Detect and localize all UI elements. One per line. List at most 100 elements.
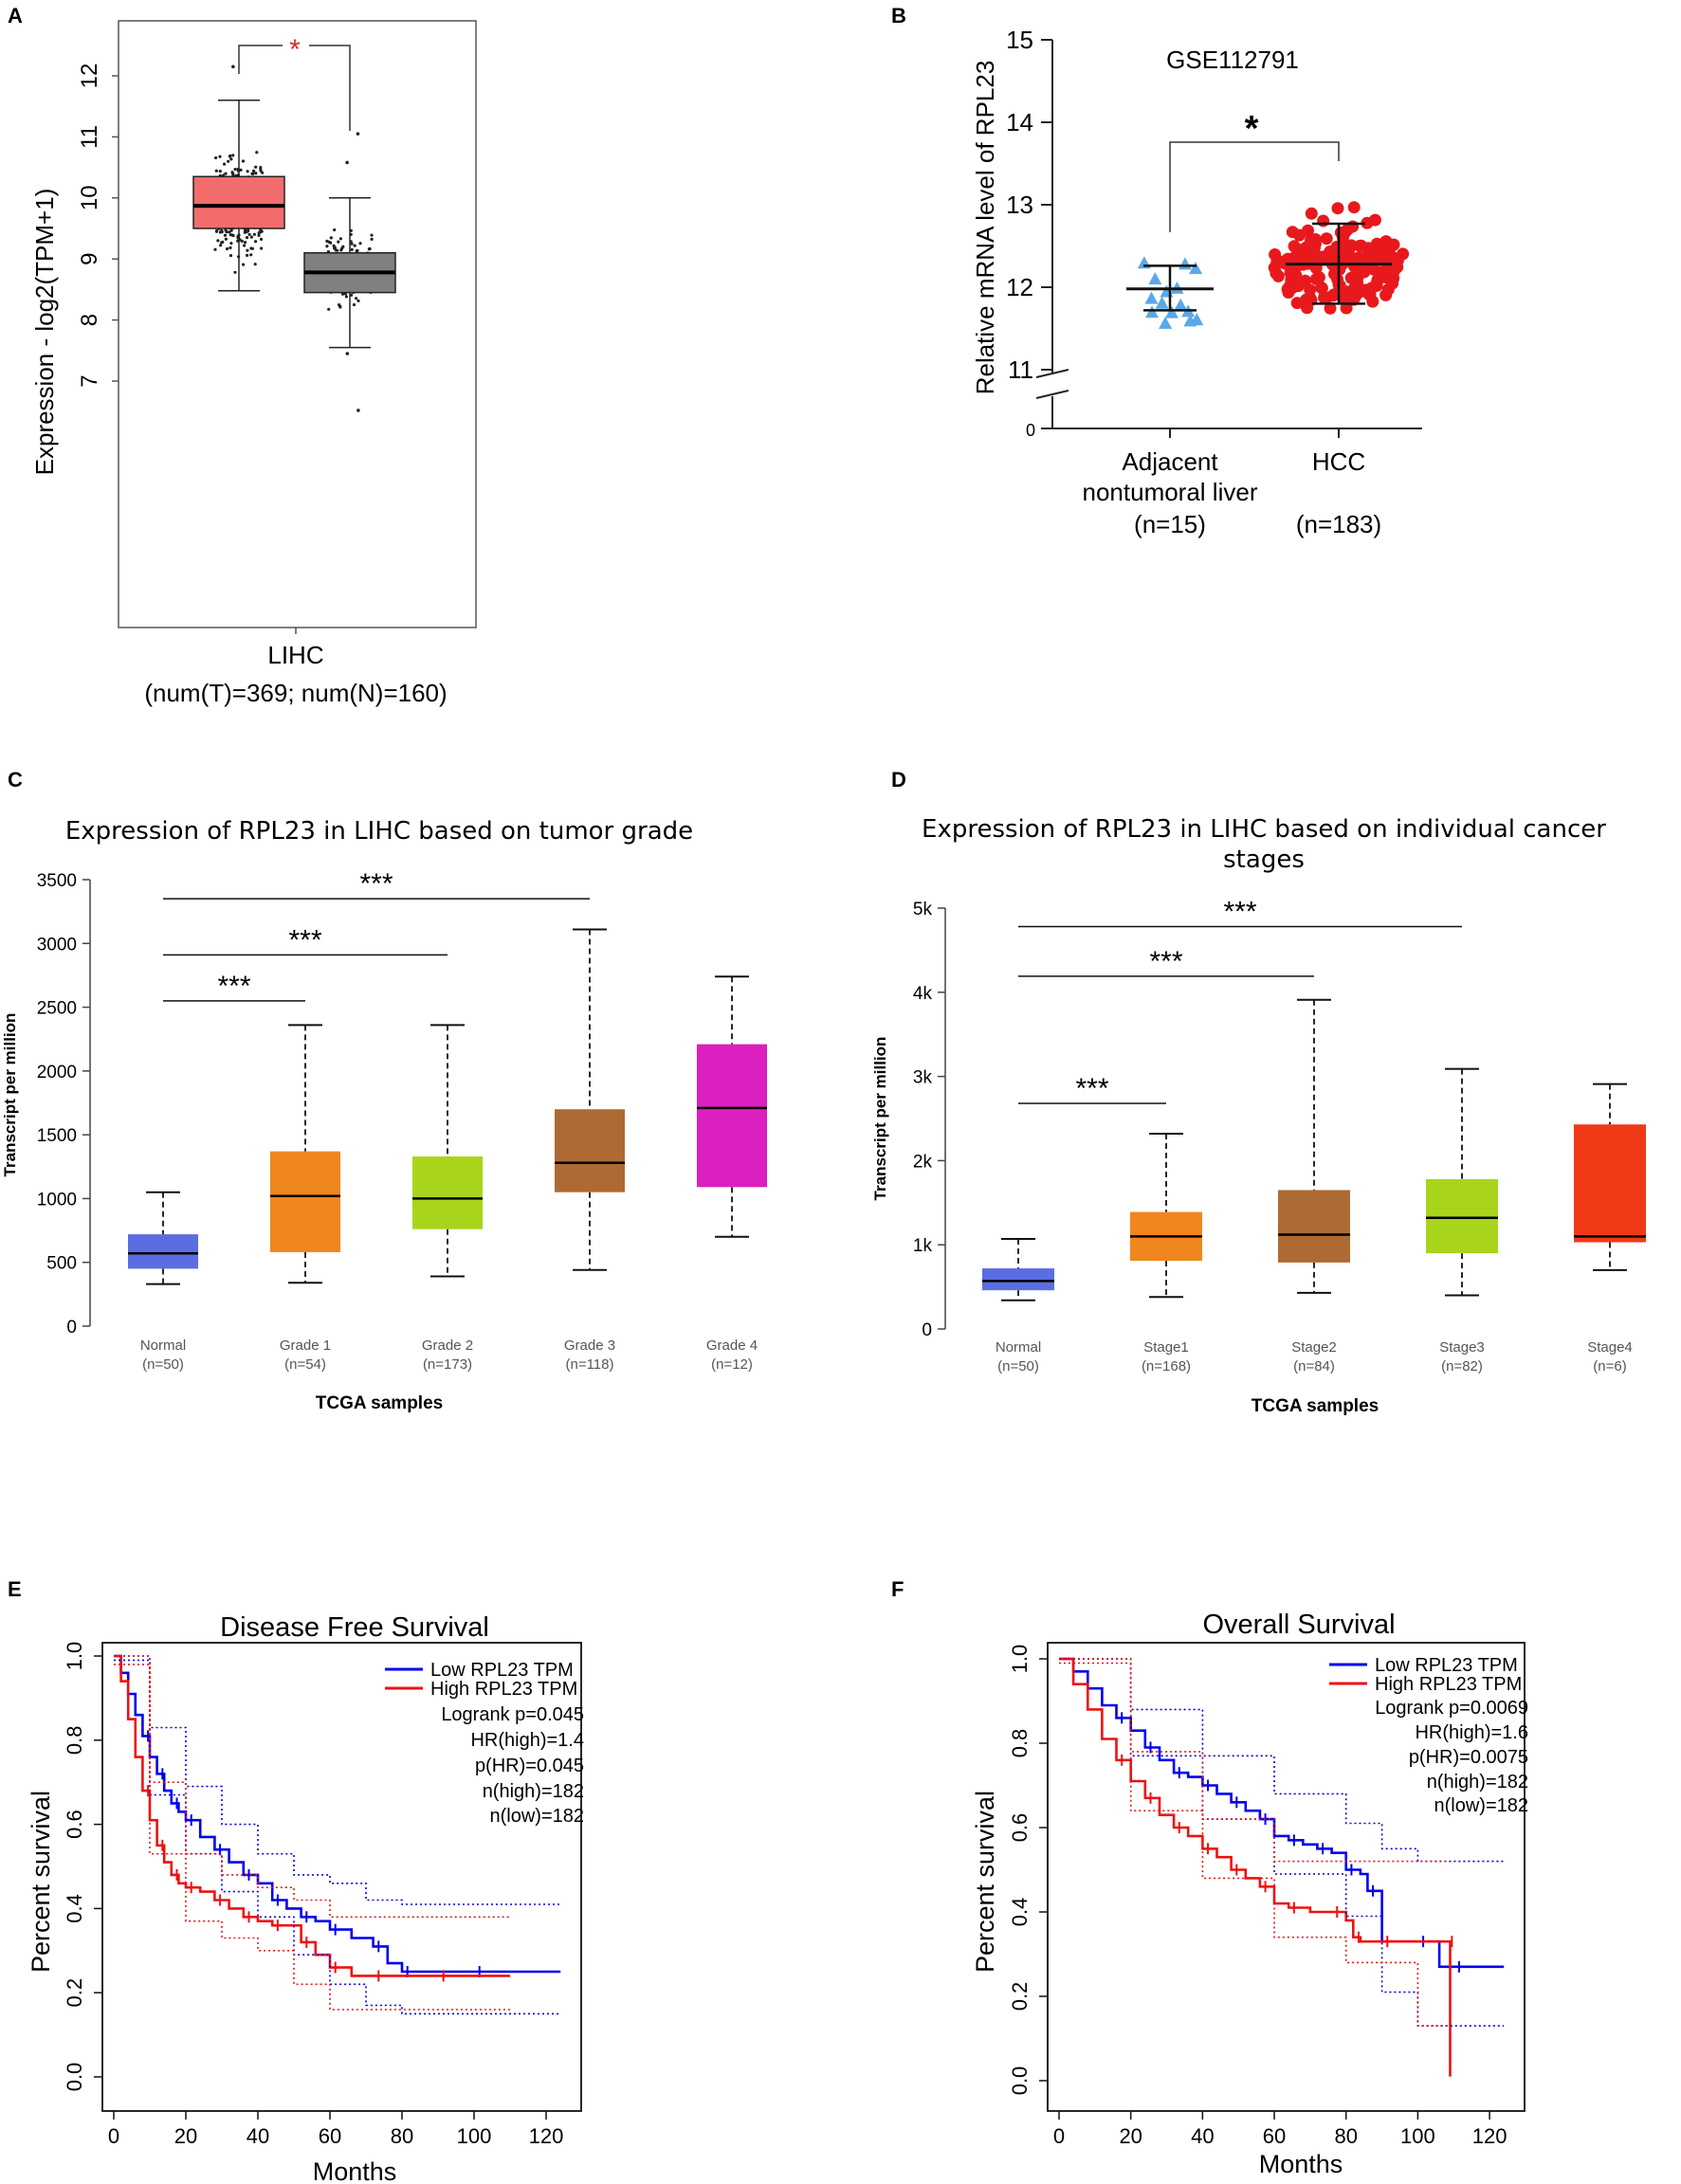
panel-e-stat-phr: p(HR)=0.045 [475, 1756, 584, 1776]
panel-a-outlier [356, 409, 360, 412]
panel-b-hcc-point [1340, 301, 1353, 315]
panel-a-point [249, 235, 253, 239]
panel-b-adjacent-point [1178, 257, 1192, 270]
panel-e-title: Disease Free Survival [220, 1612, 489, 1643]
panel-a-point [333, 228, 337, 232]
panel-a-point [370, 237, 374, 241]
panel-e-ytick-label: 0.6 [63, 1810, 86, 1839]
panel-f-plot-frame [1047, 1642, 1526, 2112]
panel-a-point [327, 307, 331, 311]
panel-f-xtick-label: 40 [1191, 2124, 1214, 2148]
panel-f-xtick-label: 80 [1334, 2124, 1357, 2148]
panel-d-title-line2: stages [1223, 846, 1305, 874]
panel-a-point [227, 159, 230, 163]
panel-f-stat-nlow: n(low)=182 [1434, 1795, 1528, 1816]
panel-a-point [257, 233, 261, 237]
panel-f-km-curve [1059, 1657, 1452, 2077]
panel-a-point [332, 244, 336, 247]
panel-b-ytick-label: 12 [1006, 273, 1033, 301]
panel-a-point [254, 240, 258, 244]
panel-b-hcc-point [1397, 247, 1410, 261]
panel-b-sig-star: * [1245, 109, 1259, 149]
panel-a-xsublabel: (num(T)=369; num(N)=160) [144, 679, 447, 707]
panel-b-ytick-label: 13 [1006, 191, 1033, 219]
panel-d-xtick-n: (n=50) [997, 1358, 1039, 1374]
panel-a-point [368, 246, 372, 251]
panel-a-point [242, 263, 246, 266]
panel-letter-c: C [8, 768, 23, 792]
panel-a-point [344, 295, 348, 299]
panel-b-hcc-point [1289, 260, 1303, 273]
panel-a-point [231, 172, 235, 175]
panel-d-xtick-label: Stage4 [1587, 1339, 1633, 1356]
panel-a-point [253, 263, 257, 266]
panel-a-point [350, 247, 354, 251]
panel-d-box [1426, 1178, 1498, 1254]
panel-d-box-plot: Expression of RPL23 in LIHC based on ind… [871, 815, 1646, 1416]
panel-f-xtick-label: 0 [1053, 2124, 1065, 2148]
panel-e-survival: Disease Free Survival Percent survival M… [27, 1612, 584, 2184]
panel-a-point [224, 228, 228, 232]
panel-a-point [340, 292, 345, 296]
panel-c-box [555, 1109, 625, 1192]
panel-b-scatter: GSE112791 Relative mRNA level of RPL23 1… [971, 26, 1422, 538]
panel-c-ytick-label: 500 [46, 1254, 77, 1274]
panel-e-legend-high: High RPL23 TPM [430, 1679, 577, 1700]
panel-b-hcc-point [1360, 283, 1373, 297]
panel-b-hcc-point [1318, 291, 1331, 304]
panel-a-point [226, 246, 229, 251]
panel-a-point [224, 237, 228, 241]
panel-c-xtick-label: Grade 4 [706, 1338, 758, 1354]
panel-b-ytick-label: 14 [1006, 108, 1033, 136]
panel-c-ytick-label: 1500 [37, 1126, 77, 1146]
panel-f-km-curve [1059, 1657, 1505, 1969]
panel-b-adjacent-point [1160, 284, 1174, 298]
panel-b-sig-bracket: * [1169, 109, 1340, 232]
panel-a-point [250, 172, 254, 175]
panel-c-xtick-n: (n=50) [142, 1356, 184, 1373]
panel-f-ytick-label: 0.2 [1008, 1982, 1032, 2011]
panel-b-hcc-point [1324, 301, 1337, 315]
panel-a-point [241, 159, 246, 163]
panel-d-xtick-label: Normal [996, 1339, 1041, 1356]
panel-a-point [250, 246, 254, 250]
panel-b-hcc-point [1285, 274, 1298, 286]
panel-e-stat-logrank: Logrank p=0.045 [441, 1704, 584, 1725]
panel-e-xtick-label: 80 [391, 2124, 413, 2148]
panel-f-stat-phr: p(HR)=0.0075 [1409, 1747, 1528, 1768]
panel-c-xtick-n: (n=12) [711, 1356, 753, 1373]
panel-d-sig-label: *** [1075, 1073, 1108, 1104]
panel-a-point [358, 242, 362, 246]
panel-a-point [327, 240, 331, 244]
panel-f-legend: Low RPL23 TPM High RPL23 TPM Logrank p=0… [1329, 1655, 1528, 1816]
panel-a-outlier [356, 132, 360, 136]
panel-a-point [228, 246, 232, 249]
panel-a-point [255, 151, 259, 155]
panel-a-point [229, 228, 233, 232]
panel-b-axis-break [1035, 369, 1069, 378]
panel-a-point [216, 239, 220, 243]
panel-e-legend-low: Low RPL23 TPM [430, 1660, 574, 1681]
panel-b-hcc-point [1299, 274, 1312, 287]
panel-f-ylabel: Percent survival [971, 1791, 999, 1973]
panel-a-outlier [345, 352, 350, 355]
panel-a-point [233, 270, 237, 274]
panel-a-point [218, 170, 222, 173]
panel-c-box [128, 1234, 198, 1269]
panel-a-point [350, 242, 354, 246]
panel-c-xtick-label: Normal [140, 1338, 186, 1354]
panel-f-ytick-label: 0.0 [1008, 2066, 1032, 2096]
panel-a-point [214, 155, 218, 160]
panel-f-stat-hr: HR(high)=1.6 [1415, 1722, 1528, 1743]
panel-b-group1-line2: nontumoral liver [1083, 478, 1258, 506]
panel-b-hcc-point [1382, 243, 1396, 256]
panel-d-xtick-label: Stage2 [1291, 1339, 1337, 1356]
panel-c-sig-label: *** [359, 868, 393, 900]
panel-e-ci-curve [114, 1655, 561, 1905]
panel-d-xlabel: TCGA samples [1252, 1396, 1379, 1416]
panel-b-hcc-point [1343, 241, 1357, 254]
panel-e-xtick-label: 0 [108, 2124, 119, 2148]
panel-b-title: GSE112791 [1166, 46, 1299, 74]
panel-c-ytick-label: 2500 [37, 999, 77, 1019]
panel-c-ytick-label: 0 [66, 1318, 77, 1338]
